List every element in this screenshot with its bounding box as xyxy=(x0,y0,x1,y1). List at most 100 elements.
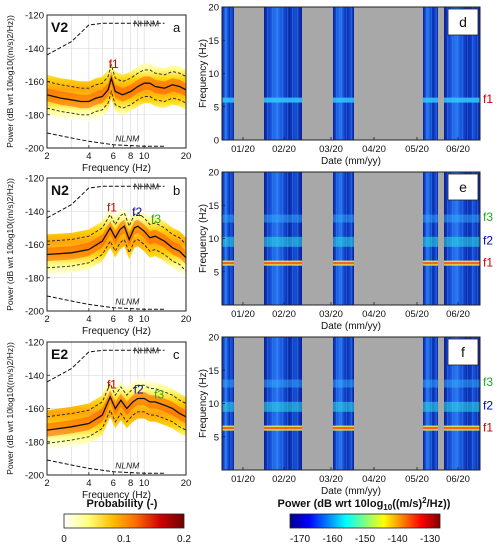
y-tick-label: 10 xyxy=(208,69,219,80)
y-tick-label: 10 xyxy=(208,399,219,410)
y-tick-label: 5 xyxy=(214,102,219,113)
f1-core xyxy=(222,426,234,430)
f3-band xyxy=(444,379,480,388)
colorbar-tick-label: -140 xyxy=(387,534,407,545)
y-tick-label: -120 xyxy=(25,11,44,22)
x-tick-label: 6 xyxy=(111,314,116,325)
y-axis-label: Frequency (Hz) xyxy=(198,39,209,108)
spectrogram-stripe xyxy=(282,7,284,140)
annotation-nhnm: NHNM xyxy=(134,19,160,29)
spectrogram-stripe xyxy=(351,7,353,140)
spectrogram-stripe xyxy=(447,7,449,140)
data-block xyxy=(333,337,354,470)
y-tick-label: 15 xyxy=(208,201,219,212)
f1-band xyxy=(333,97,354,103)
x-tick-label: 05/20 xyxy=(405,474,429,485)
x-tick-label: 03/20 xyxy=(319,474,343,485)
f2-band xyxy=(423,236,438,247)
y-tick-label: 20 xyxy=(208,333,219,344)
data-block xyxy=(333,172,354,305)
spectrogram-stripe xyxy=(457,7,459,140)
peak-label-f1: f1 xyxy=(109,57,119,71)
peak-label-f2: f2 xyxy=(483,398,493,412)
peak-label-f2: f2 xyxy=(132,205,142,219)
y-axis-label: Frequency (Hz) xyxy=(198,204,209,273)
x-tick-label: 8 xyxy=(128,151,133,162)
probability-core xyxy=(47,71,186,109)
colorbar-tick-label: 0 xyxy=(61,534,67,545)
colorbar-title: Probability (-) xyxy=(87,498,158,510)
colorbar-title-part: /Hz)) xyxy=(427,498,451,510)
spectrogram-column xyxy=(333,7,354,140)
x-tick-label: 02/20 xyxy=(272,474,296,485)
x-axis-label: Frequency (Hz) xyxy=(82,326,151,337)
f1-core xyxy=(423,261,438,265)
spectrogram-stripe xyxy=(426,7,428,140)
peak-label-f2: f2 xyxy=(483,233,493,247)
y-axis-label: Power (dB wrt 10log10((m/s)2/Hz)) xyxy=(5,342,15,475)
data-block xyxy=(333,7,354,140)
spectrogram-stripe xyxy=(272,7,274,140)
colorbar-tick-label: 0.1 xyxy=(117,534,131,545)
peak-label-f3: f3 xyxy=(151,212,161,226)
colorbar-tick-label: -130 xyxy=(420,534,440,545)
f2-band xyxy=(444,401,480,412)
f2-band xyxy=(264,236,302,247)
probability-colorbar: Probability (-) 0 0.1 0.2 xyxy=(61,498,191,545)
data-block xyxy=(264,337,302,470)
f2-band xyxy=(423,401,438,412)
percentile-upper xyxy=(46,63,187,89)
nlnm-line xyxy=(46,295,165,310)
f2-band xyxy=(222,236,234,247)
colorbar-title-part: ((m/s) xyxy=(392,498,422,510)
x-tick-label: 02/20 xyxy=(272,309,296,320)
annotation-nhnm: NHNM xyxy=(134,182,160,192)
x-tick-label: 4 xyxy=(86,151,91,162)
nlnm-line xyxy=(46,459,165,474)
y-tick-label: -140 xyxy=(25,371,44,382)
colorbar-tick-label: 0.2 xyxy=(177,534,191,545)
x-tick-label: 2 xyxy=(44,314,49,325)
spectrogram-stripe xyxy=(230,7,232,140)
psd-panel-a: NHNM NLNM V2 a f1 2 4 6 8 10 20 -120 -140 -160 -180 -20… xyxy=(5,11,191,175)
percentile-lower xyxy=(46,89,187,116)
y-axis-label: Power (dB wrt 10log10((m/s)2/Hz)) xyxy=(5,15,15,148)
panel-letter: b xyxy=(173,183,180,198)
f3-band xyxy=(423,379,438,388)
peak-label-f1: f1 xyxy=(107,378,117,392)
y-tick-label: 15 xyxy=(208,366,219,377)
peak-label-f3: f3 xyxy=(483,210,493,224)
panel-letter-box xyxy=(447,338,479,366)
x-tick-label: 04/20 xyxy=(362,144,386,155)
colorbar-gradient xyxy=(63,513,185,529)
annotation-nlnm: NLNM xyxy=(115,133,140,143)
percentile-upper xyxy=(46,212,187,245)
f1-core xyxy=(423,426,438,430)
y-tick-label: 15 xyxy=(208,36,219,47)
f1-core xyxy=(264,426,302,430)
probability-core xyxy=(47,219,186,265)
peak-label-f1: f1 xyxy=(483,92,493,106)
f3-band xyxy=(444,214,480,223)
annotation-nlnm: NLNM xyxy=(115,460,140,470)
f1-core xyxy=(444,261,480,265)
colorbar-title-part: Power (dB wrt 10log xyxy=(278,498,384,510)
x-tick-label: 10 xyxy=(139,151,150,162)
f2-band xyxy=(333,236,354,247)
x-tick-label: 20 xyxy=(181,314,192,325)
x-tick-label: 01/20 xyxy=(231,309,255,320)
colorbar-title: Power (dB wrt 10log10((m/s)2/Hz)) xyxy=(278,496,451,512)
x-tick-label: 6 xyxy=(111,478,116,489)
x-tick-label: 2 xyxy=(44,478,49,489)
f3-band xyxy=(264,214,302,223)
f3-band xyxy=(333,214,354,223)
data-block xyxy=(264,7,302,140)
data-block xyxy=(423,7,438,140)
y-tick-label: -200 xyxy=(25,307,44,318)
spectrogram-panel-e: 5 10 15 20 01/20 02/20 03/20 04/20 05/20 06/20 Dat… xyxy=(198,168,493,333)
data-block xyxy=(423,172,438,305)
percentile-lower xyxy=(46,409,187,444)
spectrogram-column xyxy=(423,7,438,140)
f2-band xyxy=(264,401,302,412)
x-tick-label: 20 xyxy=(181,151,192,162)
